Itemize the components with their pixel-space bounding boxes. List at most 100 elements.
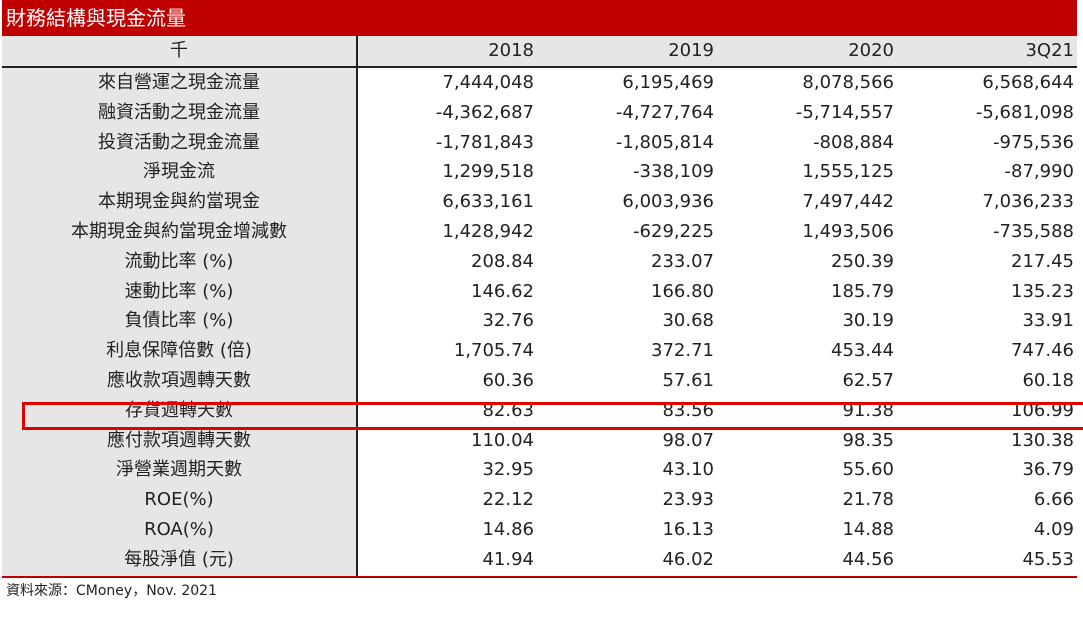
table-row: 流動比率 (%) 208.84 233.07 250.39 217.45 — [2, 247, 1077, 277]
row-value: 83.56 — [662, 399, 714, 421]
year-header-2020: 2020 — [848, 40, 894, 61]
row-label: 利息保障倍數 (倍) — [106, 340, 252, 362]
highlight-box — [22, 402, 1083, 430]
row-label: 每股淨值 (元) — [124, 548, 234, 570]
row-value: 7,497,442 — [802, 191, 894, 213]
row-value: 30.19 — [842, 310, 894, 332]
table-row: 來自營運之現金流量 7,444,048 6,195,469 8,078,566 6,56… — [2, 68, 1077, 98]
table-row: 應付款項週轉天數 110.04 98.07 98.35 130.38 — [2, 426, 1077, 456]
row-value: 250.39 — [831, 250, 894, 272]
table-row: 利息保障倍數 (倍) 1,705.74 372.71 453.44 747.46 — [2, 336, 1077, 366]
row-value: 98.35 — [842, 429, 894, 451]
table-row: 速動比率 (%) 146.62 166.80 185.79 135.23 — [2, 277, 1077, 307]
row-value: 6,568,644 — [982, 72, 1074, 93]
row-value: 22.12 — [482, 489, 534, 511]
row-value: 36.79 — [1022, 459, 1074, 481]
row-value: 33.91 — [1022, 310, 1074, 332]
row-label: 速動比率 (%) — [124, 280, 234, 302]
row-value: 1,428,942 — [442, 221, 534, 242]
row-label: ROA(%) — [144, 519, 214, 540]
row-value: 1,705.74 — [453, 340, 534, 362]
row-value: 1,493,506 — [802, 221, 894, 242]
table-title: 財務結構與現金流量 — [2, 0, 1077, 36]
row-value: 60.36 — [482, 370, 534, 391]
header-rule — [2, 66, 1077, 68]
row-value: 60.18 — [1022, 370, 1074, 391]
row-label: 存貨週轉天數 — [125, 399, 233, 421]
row-value: 46.02 — [662, 548, 714, 570]
row-label: 應收款項週轉天數 — [107, 370, 251, 391]
table-row: 負債比率 (%) 32.76 30.68 30.19 33.91 — [2, 306, 1077, 336]
row-value: 106.99 — [1011, 399, 1074, 421]
row-value: 14.88 — [842, 519, 894, 540]
row-value: 217.45 — [1011, 250, 1074, 272]
row-value: 233.07 — [651, 250, 714, 272]
row-label: 投資活動之現金流量 — [98, 131, 260, 153]
table-row: 本期現金與約當現金 6,633,161 6,003,936 7,497,442 7,03… — [2, 187, 1077, 217]
year-header-2019: 2019 — [668, 40, 714, 61]
row-value: 32.95 — [482, 459, 534, 481]
row-value: -629,225 — [633, 221, 714, 242]
row-value: 146.62 — [471, 280, 534, 302]
row-value: 44.56 — [842, 548, 894, 570]
row-value: -5,714,557 — [795, 101, 894, 123]
row-label: 流動比率 (%) — [124, 250, 234, 272]
table-row: 淨現金流 1,299,518 -338,109 1,555,125 -87,990 — [2, 157, 1077, 187]
row-label: 本期現金與約當現金增減數 — [71, 221, 287, 242]
row-value: -735,588 — [993, 221, 1074, 242]
table-row: 每股淨值 (元) 41.94 46.02 44.56 45.53 — [2, 545, 1077, 575]
row-value: -808,884 — [813, 131, 894, 153]
row-value: -338,109 — [633, 161, 714, 183]
row-value: 6,633,161 — [442, 191, 534, 213]
row-value: 208.84 — [471, 250, 534, 272]
row-label: 負債比率 (%) — [124, 310, 234, 332]
row-value: 130.38 — [1011, 429, 1074, 451]
row-value: -87,990 — [1004, 161, 1074, 183]
table-row: 融資活動之現金流量 -4,362,687 -4,727,764 -5,714,557 -… — [2, 98, 1077, 128]
row-value: 453.44 — [831, 340, 894, 362]
row-label: ROE(%) — [144, 489, 214, 511]
row-value: 185.79 — [831, 280, 894, 302]
table-row: 投資活動之現金流量 -1,781,843 -1,805,814 -808,884 -97… — [2, 128, 1077, 158]
row-value: -4,362,687 — [435, 101, 534, 123]
row-value: -1,781,843 — [435, 131, 534, 153]
row-value: 41.94 — [482, 548, 534, 570]
column-divider — [356, 36, 358, 576]
table-row: 本期現金與約當現金增減數 1,428,942 -629,225 1,493,506 -7… — [2, 217, 1077, 247]
row-value: 747.46 — [1011, 340, 1074, 362]
row-label: 本期現金與約當現金 — [98, 191, 260, 213]
row-value: -4,727,764 — [615, 101, 714, 123]
table-row: ROA(%) 14.86 16.13 14.88 4.09 — [2, 515, 1077, 545]
unit-header: 千 — [170, 40, 188, 61]
row-value: 6.66 — [1033, 489, 1074, 511]
row-value: 82.63 — [482, 399, 534, 421]
row-value: 98.07 — [662, 429, 714, 451]
source-note: 資料來源：CMoney，Nov. 2021 — [6, 583, 217, 599]
row-value: -975,536 — [993, 131, 1074, 153]
bottom-rule — [2, 576, 1077, 578]
row-value: 7,036,233 — [982, 191, 1074, 213]
row-value: 7,444,048 — [442, 72, 534, 93]
row-value: 372.71 — [651, 340, 714, 362]
row-value: 6,195,469 — [622, 72, 714, 93]
row-value: 166.80 — [651, 280, 714, 302]
year-header-2018: 2018 — [488, 40, 534, 61]
row-value: 21.78 — [842, 489, 894, 511]
row-label: 來自營運之現金流量 — [98, 72, 260, 93]
row-value: 1,555,125 — [802, 161, 894, 183]
row-value: 55.60 — [842, 459, 894, 481]
row-value: -1,805,814 — [615, 131, 714, 153]
row-value: 91.38 — [842, 399, 894, 421]
row-value: 6,003,936 — [622, 191, 714, 213]
row-value: 110.04 — [471, 429, 534, 451]
row-value: -5,681,098 — [975, 101, 1074, 123]
table-row: 存貨週轉天數 82.63 83.56 91.38 106.99 — [2, 396, 1077, 426]
header-background — [358, 36, 1077, 66]
row-value: 30.68 — [662, 310, 714, 332]
header-row: 千 2018 2019 2020 3Q21 — [2, 36, 1077, 66]
row-value: 23.93 — [662, 489, 714, 511]
row-value: 62.57 — [842, 370, 894, 391]
row-label: 淨現金流 — [143, 161, 215, 183]
row-value: 8,078,566 — [802, 72, 894, 93]
table-row: 應收款項週轉天數 60.36 57.61 62.57 60.18 — [2, 366, 1077, 396]
